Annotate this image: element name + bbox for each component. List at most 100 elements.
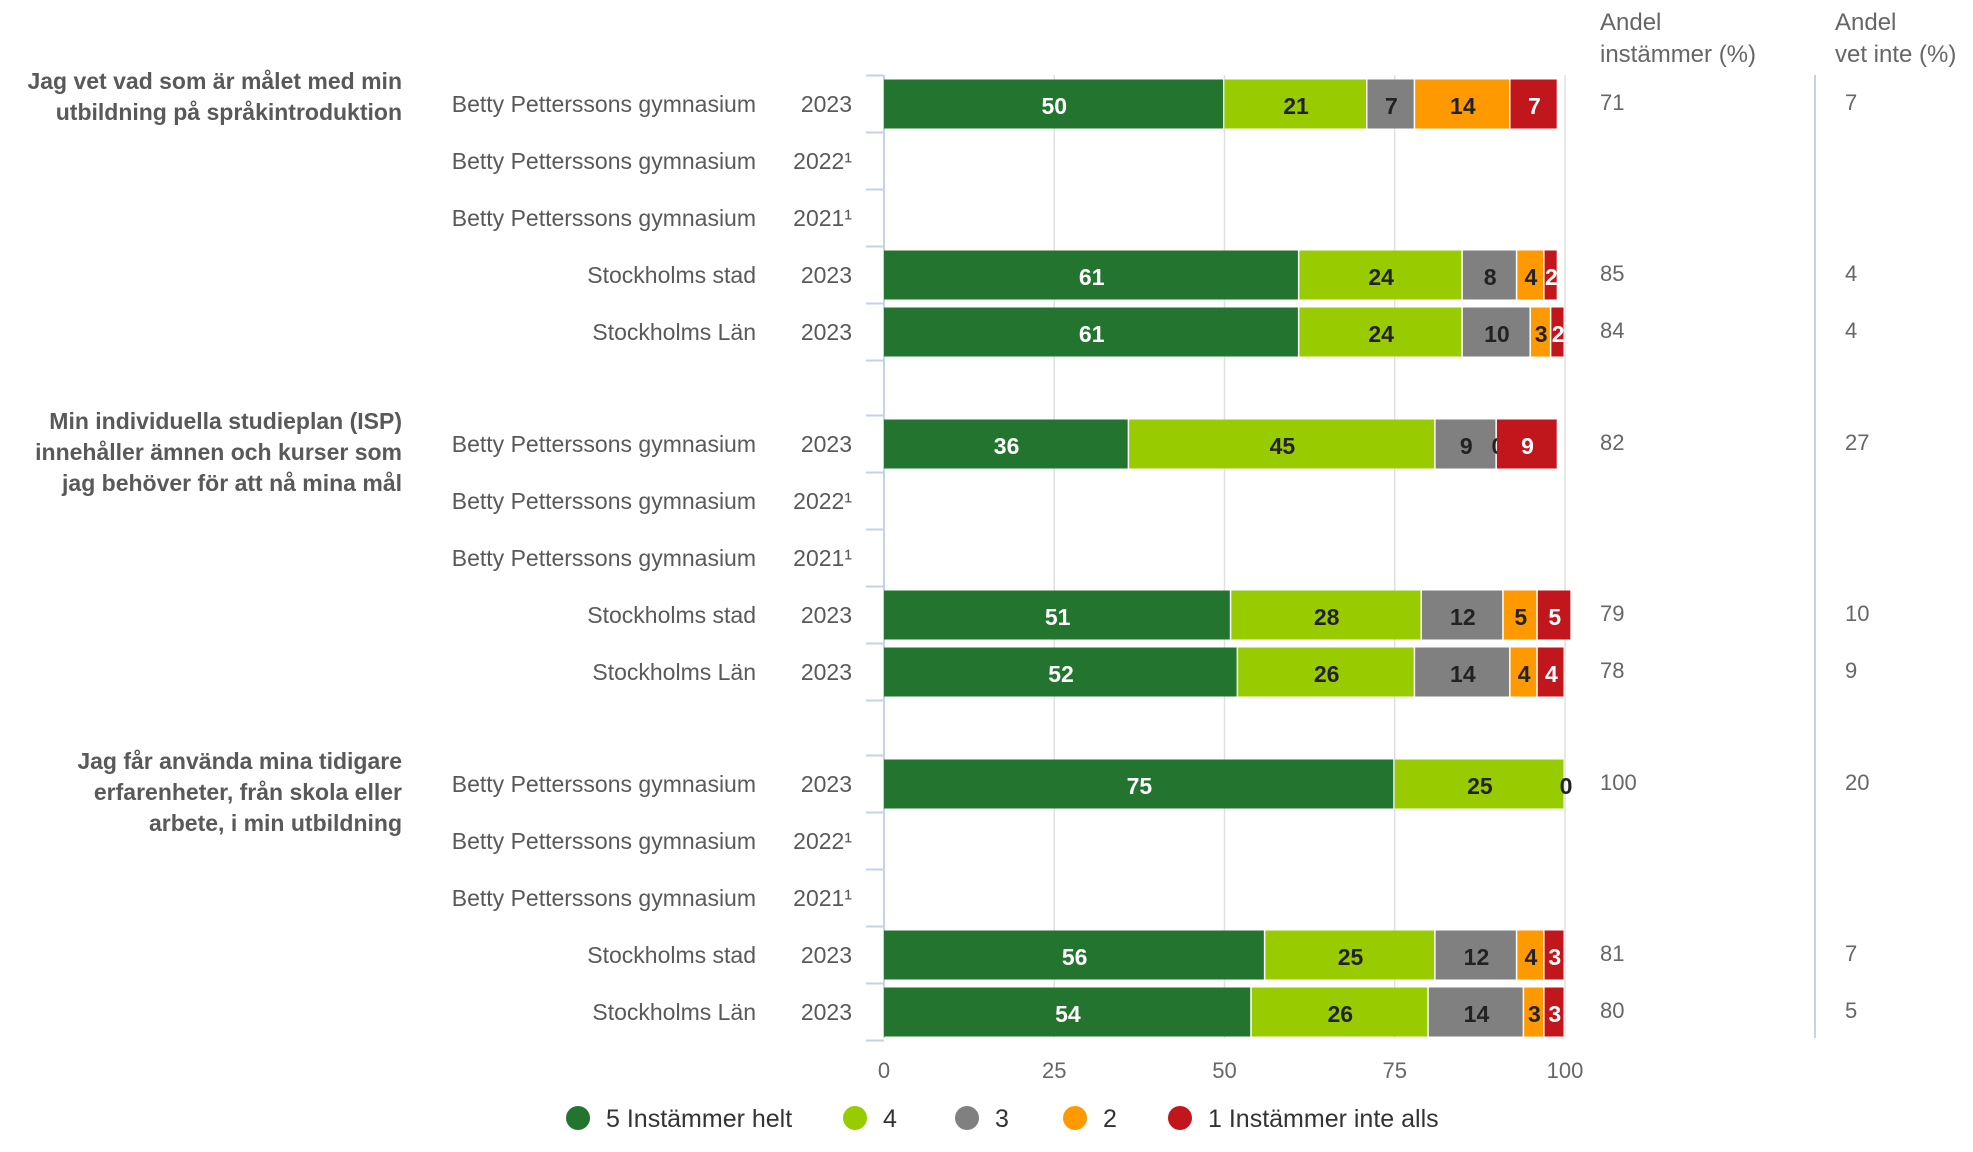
row-label: Betty Petterssons gymnasium bbox=[452, 148, 756, 174]
legend-marker[interactable] bbox=[1168, 1106, 1192, 1130]
dontknow-value: 4 bbox=[1845, 261, 1857, 286]
bar-segment-label: 3 bbox=[1528, 1001, 1541, 1027]
legend-marker[interactable] bbox=[843, 1106, 867, 1130]
legend-label[interactable]: 1 Instämmer inte alls bbox=[1208, 1105, 1439, 1133]
agree-header-line1: Andel bbox=[1600, 9, 1661, 36]
bar-segment bbox=[1517, 250, 1544, 300]
legend-label[interactable]: 3 bbox=[995, 1105, 1009, 1133]
bar-segment bbox=[884, 987, 1251, 1037]
row-year: 2023 bbox=[801, 262, 852, 288]
bar-segment-label: 2 bbox=[1545, 264, 1558, 290]
question-3-title-line-3: arbete, i min utbildning bbox=[149, 810, 402, 836]
bar-segment bbox=[1544, 987, 1564, 1037]
bar-segment-label: 28 bbox=[1314, 604, 1340, 630]
row-label: Betty Petterssons gymnasium bbox=[452, 545, 756, 571]
bar-segment bbox=[1129, 419, 1435, 469]
x-tick-label-0: 0 bbox=[878, 1058, 890, 1083]
row-label: Betty Petterssons gymnasium bbox=[452, 488, 756, 514]
row-label: Betty Petterssons gymnasium bbox=[452, 885, 756, 911]
bar-segment bbox=[1544, 250, 1557, 300]
question-2-title-line-3: jag behöver för att nå mina mål bbox=[61, 470, 402, 496]
dontknow-value: 27 bbox=[1845, 430, 1869, 455]
dontknow-value: 7 bbox=[1845, 941, 1857, 966]
legend-label[interactable]: 4 bbox=[883, 1105, 897, 1133]
bar-segment-label: 51 bbox=[1045, 604, 1071, 630]
bar-segment-label: 5 bbox=[1548, 604, 1561, 630]
bar-segment bbox=[1415, 647, 1510, 697]
bar-segment-label: 0 bbox=[1560, 773, 1573, 799]
bar-segment-label: 14 bbox=[1464, 1001, 1490, 1027]
bar-segment-label: 61 bbox=[1079, 321, 1105, 347]
legend-marker[interactable] bbox=[955, 1106, 979, 1130]
question-1-title-line-1: Jag vet vad som är målet med min bbox=[27, 68, 402, 94]
bar-segment-label: 75 bbox=[1127, 773, 1153, 799]
row-label: Betty Petterssons gymnasium bbox=[452, 771, 756, 797]
bar-segment-label: 5 bbox=[1514, 604, 1527, 630]
bar-segment-label: 3 bbox=[1548, 1001, 1561, 1027]
dontknow-header-line1: Andel bbox=[1835, 9, 1896, 36]
bar-segment bbox=[884, 79, 1223, 129]
agree-value: 85 bbox=[1600, 261, 1624, 286]
agree-value: 78 bbox=[1600, 658, 1624, 683]
bar-segment bbox=[1551, 307, 1564, 357]
row-label: Betty Petterssons gymnasium bbox=[452, 828, 756, 854]
bar-segment bbox=[1510, 647, 1537, 697]
row-year: 2023 bbox=[801, 659, 852, 685]
bar-segment bbox=[1238, 647, 1414, 697]
legend-label[interactable]: 5 Instämmer helt bbox=[606, 1105, 792, 1133]
bar-segment bbox=[1524, 987, 1544, 1037]
legend-marker[interactable] bbox=[1063, 1106, 1087, 1130]
bar-segment bbox=[1510, 79, 1557, 129]
question-3-title-line-1: Jag får använda mina tidigare bbox=[77, 748, 402, 774]
bar-segment-label: 14 bbox=[1450, 93, 1476, 119]
bar-segment-label: 12 bbox=[1450, 604, 1476, 630]
bar-segment bbox=[1428, 987, 1523, 1037]
x-tick-label-100: 100 bbox=[1547, 1058, 1584, 1083]
question-1-title-line-2: utbildning på språkintroduktion bbox=[56, 99, 402, 125]
dontknow-value: 4 bbox=[1845, 318, 1857, 343]
row-year: 2023 bbox=[801, 91, 852, 117]
bar-segment-label: 24 bbox=[1368, 264, 1394, 290]
dontknow-value: 10 bbox=[1845, 601, 1869, 626]
bar-segment bbox=[1462, 307, 1530, 357]
bar-segment-label: 7 bbox=[1385, 93, 1398, 119]
row-label: Betty Petterssons gymnasium bbox=[452, 205, 756, 231]
question-2-title-line-2: innehåller ämnen och kurser som bbox=[35, 439, 402, 465]
row-year: 2023 bbox=[801, 771, 852, 797]
bar-segment-label: 12 bbox=[1464, 944, 1490, 970]
bar-segment-label: 50 bbox=[1041, 93, 1067, 119]
bar-segment bbox=[1537, 590, 1571, 640]
row-label: Betty Petterssons gymnasium bbox=[452, 91, 756, 117]
row-label: Stockholms stad bbox=[587, 262, 756, 288]
dontknow-value: 5 bbox=[1845, 998, 1857, 1023]
agree-value: 71 bbox=[1600, 90, 1624, 115]
row-label: Stockholms stad bbox=[587, 942, 756, 968]
x-tick-label-25: 25 bbox=[1042, 1058, 1066, 1083]
bar-segment bbox=[1224, 79, 1367, 129]
row-year: 2023 bbox=[801, 319, 852, 345]
row-year: 2021¹ bbox=[793, 885, 852, 911]
bar-segment bbox=[1421, 590, 1503, 640]
legend-label[interactable]: 2 bbox=[1103, 1105, 1117, 1133]
bar-segment-label: 10 bbox=[1484, 321, 1510, 347]
agree-header-line2: instämmer (%) bbox=[1600, 41, 1756, 68]
bar-segment-label: 56 bbox=[1062, 944, 1088, 970]
bar-segment-label: 24 bbox=[1368, 321, 1394, 347]
dontknow-value: 20 bbox=[1845, 770, 1869, 795]
legend-marker[interactable] bbox=[566, 1106, 590, 1130]
bar-segment bbox=[1530, 307, 1550, 357]
bar-segment bbox=[1231, 590, 1421, 640]
bar-segment-label: 8 bbox=[1484, 264, 1497, 290]
bar-segment-label: 54 bbox=[1055, 1001, 1081, 1027]
bar-segment-label: 3 bbox=[1548, 944, 1561, 970]
bar-segment-label: 25 bbox=[1467, 773, 1493, 799]
bar-segment-label: 21 bbox=[1283, 93, 1309, 119]
question-3-title-line-2: erfarenheter, från skola eller bbox=[94, 779, 402, 805]
row-year: 2022¹ bbox=[793, 488, 852, 514]
question-2-title-line-1: Min individuella studieplan (ISP) bbox=[49, 408, 402, 434]
bar-segment bbox=[1496, 419, 1557, 469]
row-label: Stockholms Län bbox=[592, 659, 756, 685]
agree-value: 82 bbox=[1600, 430, 1624, 455]
agree-value: 80 bbox=[1600, 998, 1624, 1023]
row-year: 2023 bbox=[801, 431, 852, 457]
